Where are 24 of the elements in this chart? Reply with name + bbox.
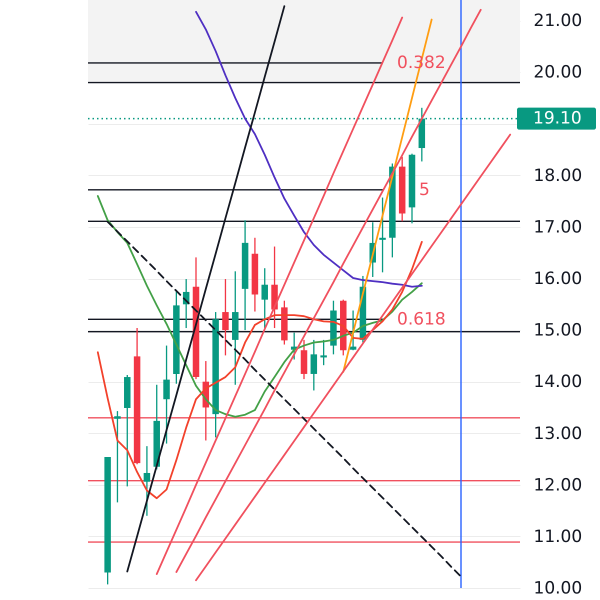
candlestick [320, 339, 327, 366]
candlestick [222, 278, 229, 356]
y-tick-label: 10.00 [534, 578, 582, 598]
candlestick [300, 339, 308, 380]
candlestick [379, 196, 386, 273]
candlestick [163, 344, 170, 444]
annotation: 0.618 [397, 309, 446, 330]
candlestick [144, 446, 150, 516]
y-tick-label: 20.00 [534, 62, 582, 83]
candlestick [310, 339, 318, 392]
y-tick-label: 12.00 [534, 475, 582, 496]
y-tick-label: 21.00 [534, 11, 582, 32]
y-tick-label: 11.00 [534, 526, 582, 547]
y-tick-label: 14.00 [534, 372, 582, 392]
annotation: 5 [419, 180, 430, 200]
y-tick-label: 13.00 [534, 424, 582, 444]
y-tick-label: 18.00 [534, 166, 582, 186]
y-tick-label: 16.00 [534, 269, 582, 290]
candlestick [350, 310, 356, 351]
y-tick-label: 17.00 [534, 217, 582, 238]
y-tick-label: 15.00 [534, 320, 582, 341]
ref-line-label: 19.10 [533, 108, 582, 129]
candlestick [261, 268, 268, 329]
candlestick [114, 410, 121, 504]
